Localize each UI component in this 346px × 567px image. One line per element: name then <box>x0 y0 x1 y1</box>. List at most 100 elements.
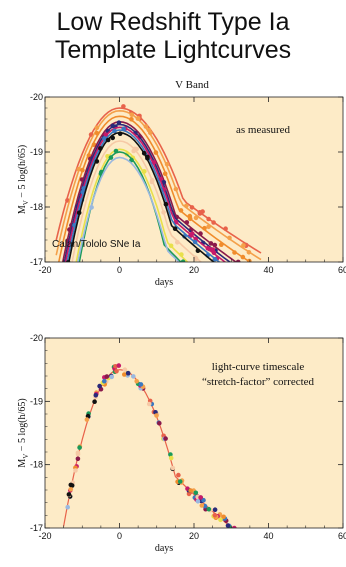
data-point <box>190 231 195 236</box>
data-point <box>108 155 114 160</box>
data-point <box>277 559 282 564</box>
data-point <box>233 531 238 536</box>
data-point <box>267 551 272 556</box>
data-point <box>250 321 255 326</box>
lightcurve-line <box>63 123 232 262</box>
data-point <box>219 242 224 247</box>
data-point <box>212 257 218 262</box>
data-point <box>238 534 243 539</box>
data-point <box>247 258 252 262</box>
data-point <box>206 269 211 274</box>
data-point <box>263 548 268 553</box>
data-point <box>149 177 155 183</box>
data-point <box>122 372 127 377</box>
data-point <box>271 555 276 560</box>
data-point <box>234 300 239 305</box>
data-point <box>284 563 289 567</box>
data-point <box>236 533 241 538</box>
data-point <box>84 417 90 422</box>
data-point <box>261 553 266 558</box>
y-tick-label: -18 <box>30 202 43 212</box>
data-point <box>105 137 111 143</box>
data-point <box>212 507 218 512</box>
data-point <box>193 215 199 221</box>
data-point <box>76 166 81 172</box>
annotation-as-measured: as measured <box>236 124 291 136</box>
data-point <box>227 235 232 241</box>
data-point <box>202 225 207 231</box>
data-point <box>188 488 193 493</box>
data-point <box>76 210 82 216</box>
data-point <box>116 120 122 125</box>
data-point <box>236 264 241 269</box>
data-point <box>77 445 82 450</box>
data-point <box>157 421 162 426</box>
data-point <box>274 561 279 566</box>
data-point <box>125 370 131 376</box>
data-point <box>198 495 203 500</box>
data-point <box>129 112 135 117</box>
data-point <box>251 546 256 551</box>
data-point <box>129 157 134 163</box>
data-point <box>168 243 174 249</box>
data-point <box>97 383 102 389</box>
data-point <box>162 171 168 176</box>
data-point <box>256 287 261 292</box>
data-point <box>202 264 207 269</box>
data-point <box>212 242 218 248</box>
x-tick-label: 60 <box>338 265 346 275</box>
data-point <box>179 252 184 257</box>
data-point <box>104 374 110 379</box>
data-point <box>116 363 122 368</box>
data-point <box>131 374 136 379</box>
x-tick-label: 60 <box>338 531 346 541</box>
data-point <box>220 288 225 293</box>
data-point <box>246 250 252 255</box>
data-point <box>225 523 231 528</box>
data-point <box>184 220 190 225</box>
data-point <box>91 142 97 147</box>
data-point <box>176 472 181 478</box>
data-point <box>178 208 184 213</box>
data-point <box>187 213 193 219</box>
data-point <box>121 104 126 109</box>
data-point <box>197 210 203 215</box>
annotation-stretch-corrected: “stretch-factor” corrected <box>202 376 315 388</box>
data-point <box>264 552 269 557</box>
data-point <box>199 503 205 508</box>
data-point <box>208 241 214 246</box>
data-point <box>256 544 261 549</box>
data-point <box>243 273 248 278</box>
y-tick-label: -20 <box>30 333 43 343</box>
data-point <box>251 281 256 286</box>
data-point <box>262 555 267 560</box>
data-point <box>235 528 240 533</box>
data-point <box>131 148 136 154</box>
data-point <box>154 413 159 418</box>
data-point <box>219 299 224 304</box>
data-point <box>249 323 254 328</box>
data-point <box>206 506 212 512</box>
data-point <box>243 317 248 322</box>
data-point <box>248 539 253 544</box>
data-point <box>278 560 283 565</box>
lightcurve-line <box>58 115 252 262</box>
lightcurve-line <box>64 126 227 262</box>
data-point <box>272 560 277 565</box>
data-point <box>73 468 78 473</box>
data-point <box>233 533 238 538</box>
data-point <box>234 302 239 307</box>
data-point <box>192 239 198 245</box>
data-point <box>94 125 100 131</box>
data-point <box>153 150 159 155</box>
data-point <box>258 265 263 270</box>
y-axis-label: MV − 5 log(h/65) <box>17 145 30 214</box>
data-point <box>109 374 114 380</box>
data-point <box>201 283 206 288</box>
data-point <box>210 247 216 252</box>
data-point <box>218 517 223 523</box>
data-point <box>85 413 91 419</box>
data-point <box>235 300 240 305</box>
data-point <box>229 288 234 293</box>
data-point <box>238 531 243 536</box>
